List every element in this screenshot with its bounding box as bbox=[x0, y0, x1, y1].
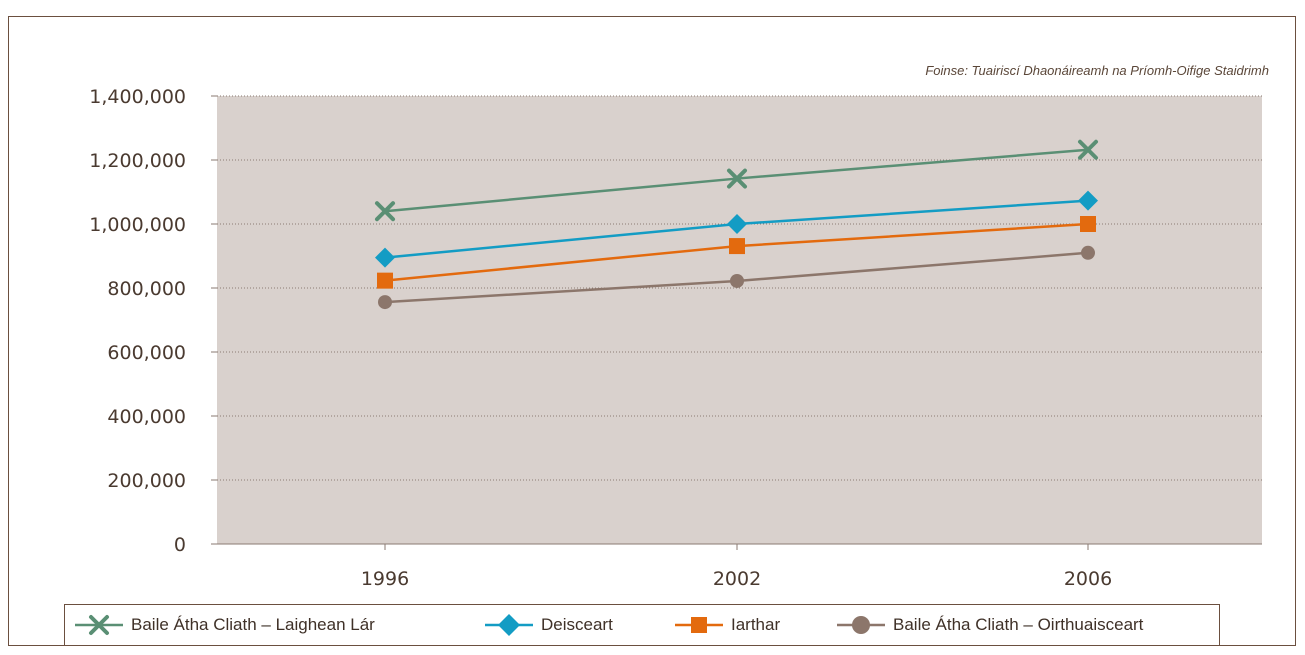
y-tick-label: 200,000 bbox=[107, 470, 186, 492]
source-note: Foinse: Tuairiscí Dhaonáireamh na Príomh… bbox=[925, 63, 1269, 78]
legend-label: Deisceart bbox=[541, 615, 613, 634]
legend-swatch-circle-icon bbox=[837, 616, 885, 634]
data-point-series-0 bbox=[727, 168, 747, 189]
data-point-series-1 bbox=[375, 247, 395, 268]
data-point-series-3 bbox=[1081, 245, 1095, 260]
data-point-series-0 bbox=[1078, 139, 1098, 160]
data-point-series-3 bbox=[378, 295, 392, 310]
data-point-series-3 bbox=[730, 273, 744, 288]
y-tick-label: 600,000 bbox=[107, 342, 186, 364]
data-point-series-2 bbox=[1080, 216, 1096, 232]
legend-swatch-x-icon bbox=[75, 615, 123, 635]
y-tick-label: 400,000 bbox=[107, 406, 186, 428]
legend: Baile Átha Cliath – Laighean Lár Deiscear… bbox=[64, 604, 1220, 646]
x-tick-label: 2002 bbox=[713, 568, 761, 590]
legend-label: Iarthar bbox=[731, 615, 781, 634]
y-tick-label: 0 bbox=[174, 534, 186, 556]
y-tick-label: 1,400,000 bbox=[89, 86, 186, 108]
plot-area bbox=[217, 96, 1262, 544]
data-point-series-1 bbox=[1078, 190, 1098, 211]
legend-swatch-diamond-icon bbox=[485, 614, 533, 636]
legend-item-2: Iarthar bbox=[673, 605, 780, 645]
data-point-series-1 bbox=[727, 214, 747, 234]
legend-label: Baile Átha Cliath – Laighean Lár bbox=[131, 615, 375, 634]
x-tick-label: 2006 bbox=[1064, 568, 1112, 590]
legend-item-1: Deisceart bbox=[483, 605, 613, 645]
legend-label: Baile Átha Cliath – Oirthuaisceart bbox=[893, 615, 1144, 634]
data-point-series-2 bbox=[729, 238, 745, 255]
legend-swatch-square-icon bbox=[675, 617, 723, 633]
data-point-series-2 bbox=[377, 272, 393, 289]
legend-item-0: Baile Átha Cliath – Laighean Lár bbox=[73, 605, 375, 645]
legend-item-3: Baile Átha Cliath – Oirthuaisceart bbox=[835, 605, 1143, 645]
y-tick-label: 1,000,000 bbox=[89, 214, 186, 236]
y-tick-label: 800,000 bbox=[107, 278, 186, 300]
y-tick-label: 1,200,000 bbox=[89, 150, 186, 172]
data-point-series-0 bbox=[375, 201, 395, 222]
x-tick-label: 1996 bbox=[361, 568, 409, 590]
